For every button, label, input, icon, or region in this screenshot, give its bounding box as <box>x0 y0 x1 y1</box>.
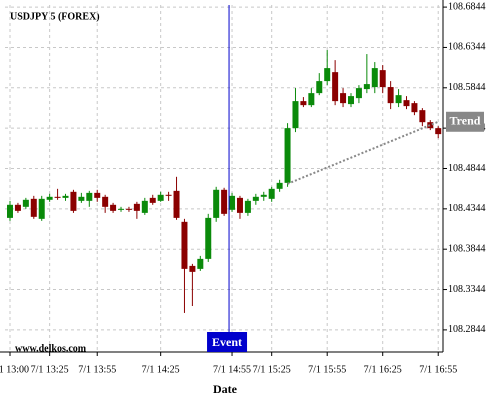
candle-body <box>157 194 164 201</box>
candle-body <box>371 68 378 88</box>
candle-body <box>347 96 354 105</box>
x-axis-title: Date <box>213 382 238 396</box>
candle-body <box>300 101 307 106</box>
candle-body <box>213 189 220 218</box>
candle-body <box>363 84 370 90</box>
candle-body <box>14 204 21 211</box>
candle-body <box>292 101 299 129</box>
y-tick-label: 108.6344 <box>448 42 486 53</box>
x-tick-label: 7/1 14:55 <box>213 364 251 375</box>
candle-body <box>173 190 180 218</box>
candle-body <box>395 95 402 104</box>
x-tick-label: 7/1 13:55 <box>78 364 116 375</box>
y-tick-label: 108.2844 <box>448 324 486 335</box>
x-tick-label: 7/1 16:25 <box>364 364 402 375</box>
candle-body <box>110 204 117 211</box>
candle-body <box>62 195 69 198</box>
y-tick-label: 108.5844 <box>448 82 486 93</box>
candle-body <box>78 196 85 201</box>
candle-body <box>229 195 236 210</box>
y-tick-label: 108.6844 <box>448 1 486 12</box>
x-tick-label: 7/1 13:25 <box>31 364 69 375</box>
candle-body <box>70 191 77 211</box>
candle-body <box>435 128 442 135</box>
candle-body <box>189 265 196 272</box>
candle-body <box>379 70 386 88</box>
candle-body <box>149 197 156 203</box>
candle-body <box>355 88 362 99</box>
candle-body <box>46 196 53 200</box>
trend-label: Trend <box>450 114 481 128</box>
candle-body <box>324 68 331 82</box>
candle-body <box>244 200 251 213</box>
candle-body <box>102 196 109 207</box>
candle-body <box>236 197 243 213</box>
candle-body <box>340 93 347 104</box>
watermark: www.delkos.com <box>15 343 87 354</box>
candle-body <box>141 200 148 213</box>
candle-body <box>22 199 29 207</box>
candle-body <box>30 198 37 217</box>
candle-body <box>38 198 45 219</box>
candle-body <box>7 204 13 218</box>
event-label: Event <box>212 335 242 349</box>
candle-body <box>94 192 101 198</box>
event-label-box <box>207 332 248 352</box>
candle-body <box>165 194 172 196</box>
candle-body <box>197 258 204 269</box>
candle-body <box>205 217 212 259</box>
candle-body <box>276 182 283 189</box>
candle-body <box>252 196 259 201</box>
candle-body <box>427 122 434 129</box>
candle-body <box>133 203 140 211</box>
y-tick-label: 108.3844 <box>448 243 486 254</box>
candle-body <box>125 208 132 210</box>
x-tick-label: 7/1 15:55 <box>308 364 346 375</box>
candle-body <box>284 128 291 183</box>
y-tick-label: 108.4344 <box>448 203 486 214</box>
candle-body <box>316 81 323 94</box>
candle-body <box>419 110 426 123</box>
x-tick-label: 7/1 15:25 <box>253 364 291 375</box>
chart-title: USDJPY 5 (FOREX) <box>10 11 100 22</box>
x-tick-label: 7/1 13:00 <box>0 364 29 375</box>
y-tick-label: 108.4844 <box>448 163 486 174</box>
candle-body <box>308 93 315 106</box>
candle-body <box>86 192 93 201</box>
candle-body <box>54 196 61 198</box>
candle-body <box>181 221 188 269</box>
candle-body <box>387 87 394 104</box>
trend-line <box>287 120 439 185</box>
candle-body <box>332 72 339 102</box>
candle-body <box>221 189 228 214</box>
x-tick-label: 7/1 14:25 <box>142 364 180 375</box>
y-tick-label: 108.3344 <box>448 284 486 295</box>
candle-body <box>118 208 125 210</box>
candle-body <box>403 100 410 107</box>
candle-body <box>268 188 275 199</box>
candle-body <box>411 103 418 113</box>
trend-label-box <box>446 111 484 132</box>
x-tick-label: 7/1 16:55 <box>419 364 457 375</box>
candle-body <box>260 194 267 197</box>
